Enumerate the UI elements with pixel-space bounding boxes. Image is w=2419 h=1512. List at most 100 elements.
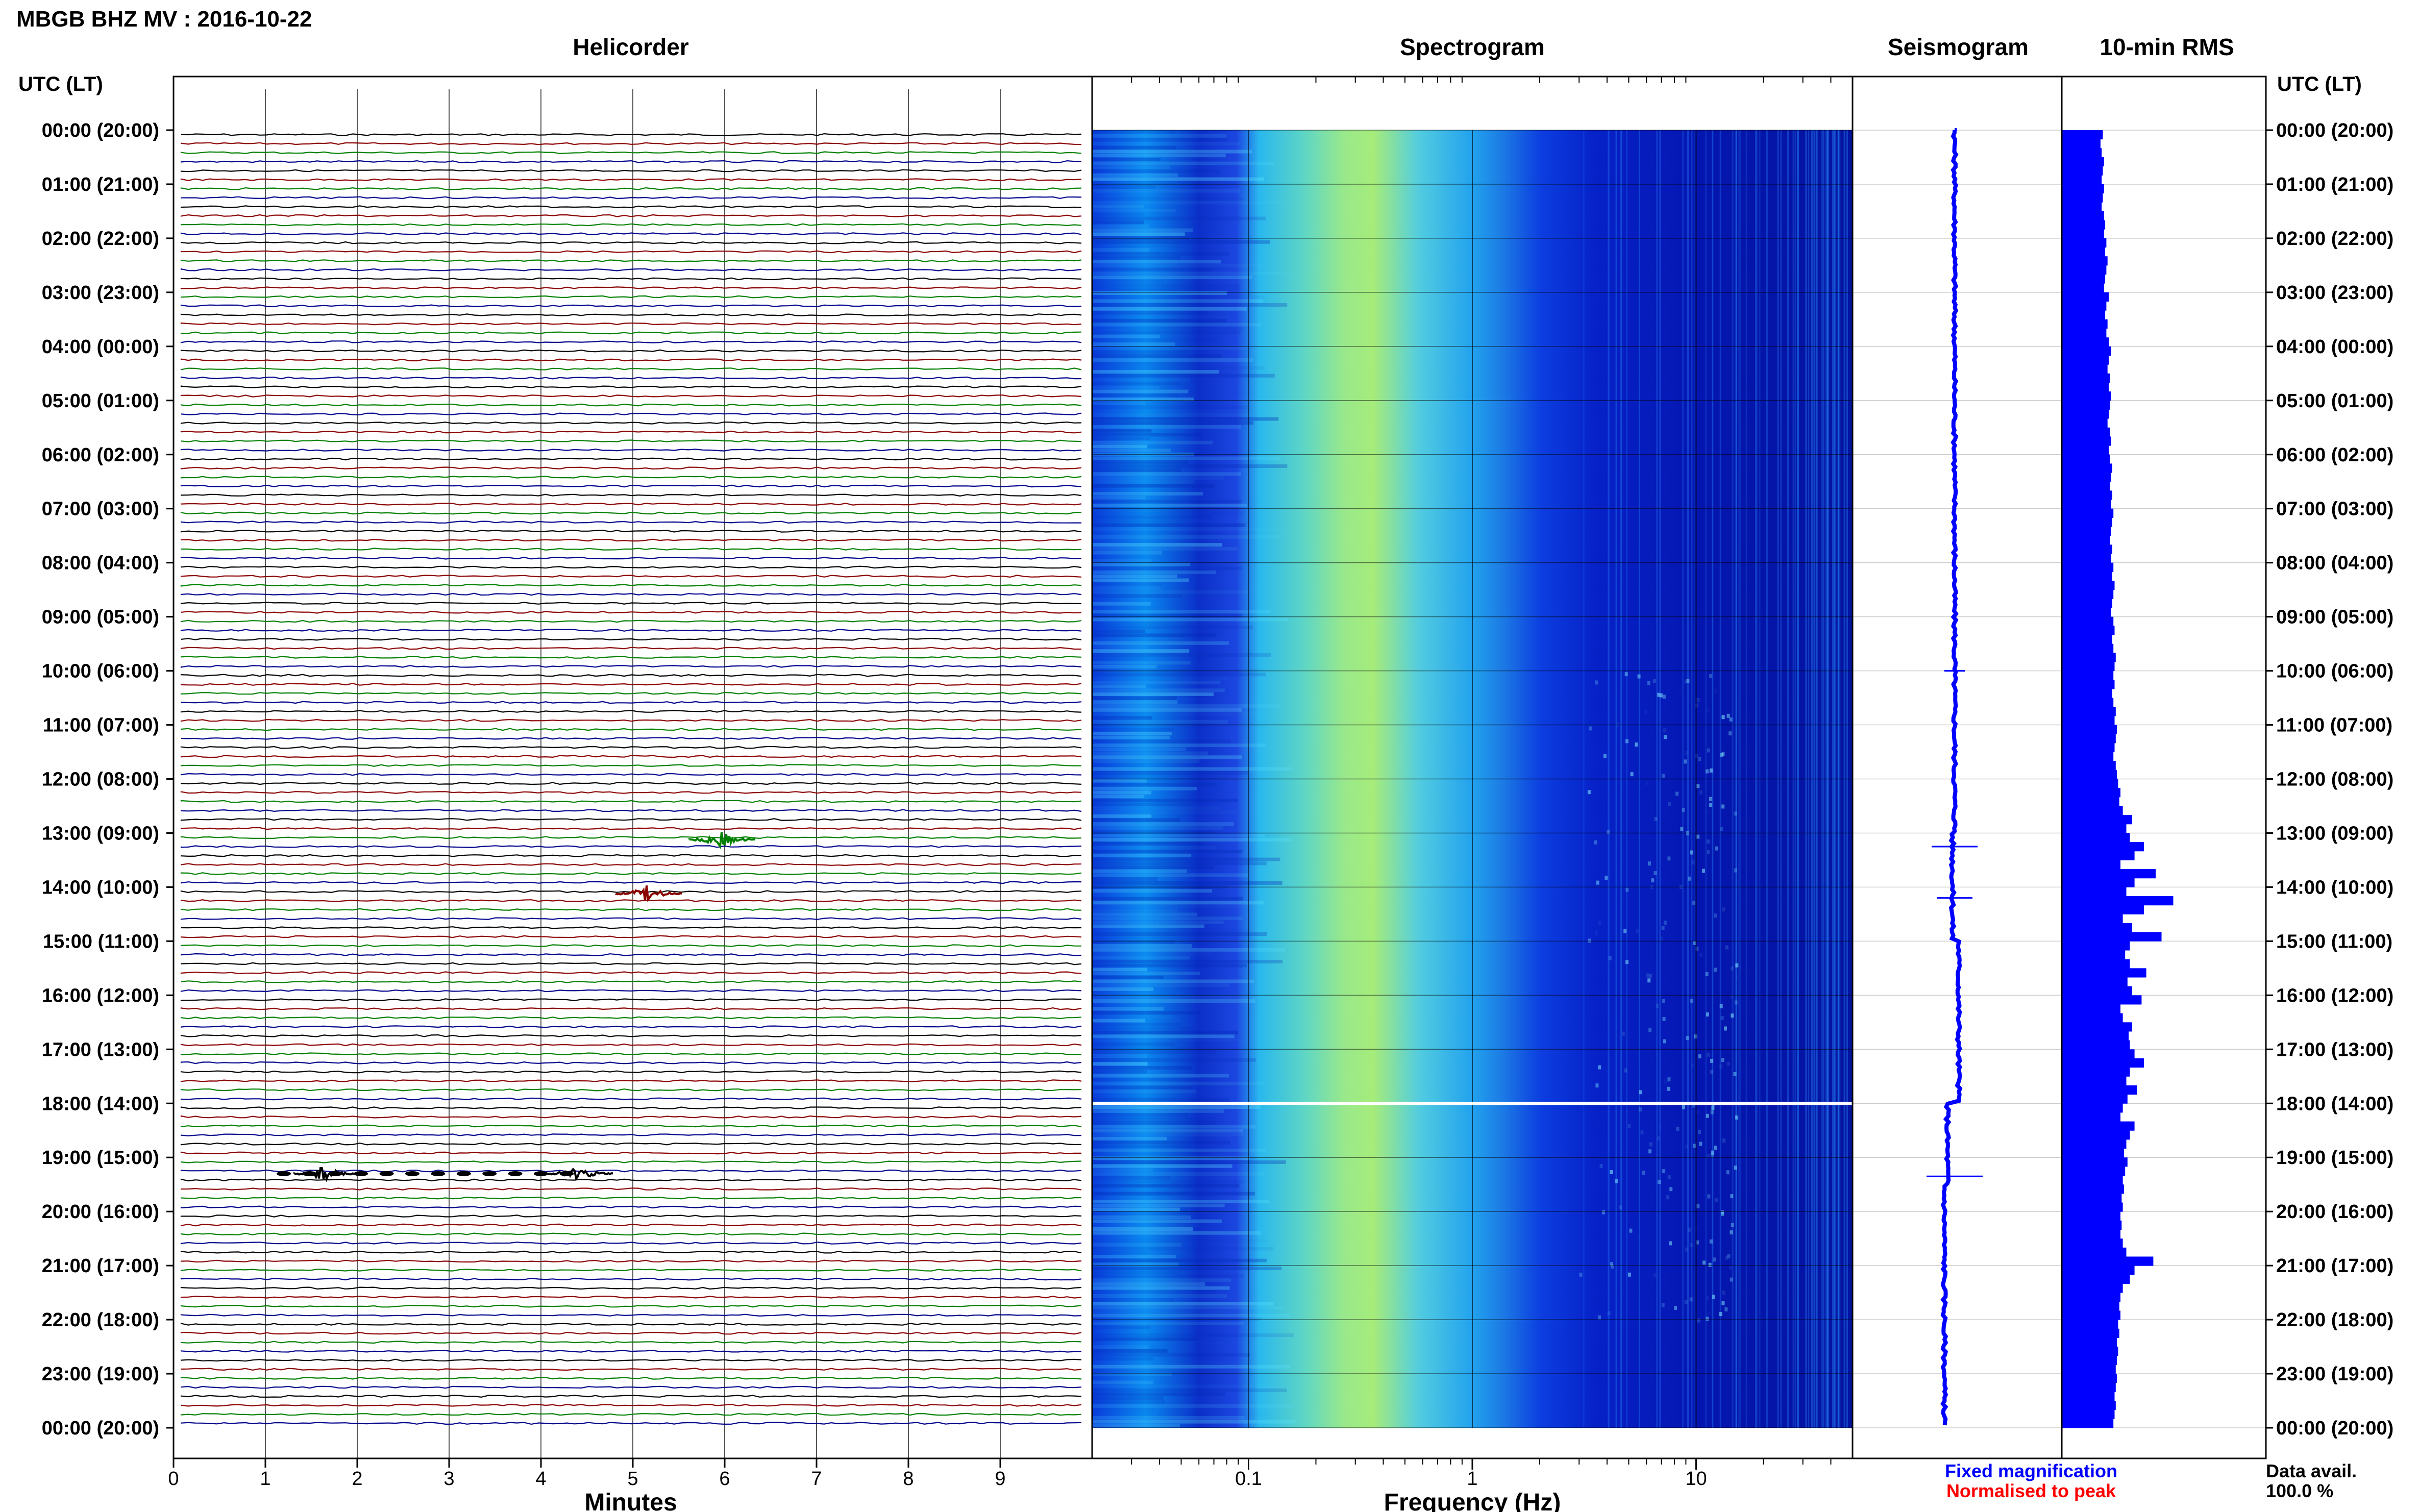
seismic-event xyxy=(688,832,756,850)
helicorder-trace xyxy=(180,422,1082,425)
spectrogram-band xyxy=(1092,232,1185,236)
spectrogram-band xyxy=(1092,617,1289,622)
spectrogram-speckle xyxy=(1619,1205,1622,1210)
helicorder-trace xyxy=(180,764,1082,767)
spectrogram-speckle xyxy=(1721,1210,1724,1214)
spectrogram-speckle xyxy=(1733,1072,1737,1077)
rms-bar xyxy=(2062,1320,2118,1329)
rms-bar xyxy=(2062,896,2174,906)
figure-title: MBGB BHZ MV : 2016-10-22 xyxy=(16,7,312,32)
spectrogram-band xyxy=(1092,1105,1261,1109)
spectrogram-band xyxy=(1092,307,1247,311)
spectrogram-band xyxy=(1092,704,1280,708)
spectrogram-speckle xyxy=(1656,1004,1659,1008)
spectrogram-band xyxy=(1092,995,1256,999)
minutes-tick-label: 1 xyxy=(260,1468,270,1490)
helicorder-trace xyxy=(180,358,1082,362)
spectrogram-speckle xyxy=(1649,1142,1652,1147)
helicorder-trace xyxy=(180,773,1082,776)
rms-bar xyxy=(2062,680,2115,689)
spectrogram-band xyxy=(1092,637,1223,641)
spectrogram-band xyxy=(1092,771,1248,775)
spectrogram-speckle xyxy=(1708,1262,1712,1267)
spectrogram-band xyxy=(1092,1247,1274,1251)
helicorder-trace xyxy=(180,791,1082,794)
helicorder-trace xyxy=(180,683,1082,686)
spectrogram-band xyxy=(1092,256,1181,260)
spectrogram-band xyxy=(1092,1089,1197,1094)
spectrogram-band xyxy=(1092,1125,1256,1129)
spectrogram-speckle xyxy=(1693,940,1696,945)
spectrogram-band xyxy=(1092,504,1247,508)
spectrogram-speckle xyxy=(1731,1223,1734,1227)
helicorder-trace xyxy=(180,989,1082,993)
rms-bar xyxy=(2062,752,2114,761)
spectrogram-band xyxy=(1092,673,1266,677)
helicorder-trace xyxy=(180,449,1082,452)
spectrogram-speckle xyxy=(1625,739,1629,743)
spectrogram-band xyxy=(1092,724,1265,728)
spectrogram-band xyxy=(1092,759,1200,763)
rms-bar xyxy=(2062,1401,2116,1410)
rms-bar xyxy=(2062,1392,2115,1401)
spectrogram-band xyxy=(1092,716,1152,720)
spectrogram-speckle xyxy=(1663,728,1666,732)
spectrogram-speckle xyxy=(1693,1144,1696,1148)
spectrogram-band xyxy=(1092,346,1247,350)
spectrogram-speckle xyxy=(1679,692,1682,697)
spectrogram-band xyxy=(1092,869,1188,873)
spectrogram-band xyxy=(1092,1306,1284,1310)
spectrogram-band xyxy=(1092,205,1144,209)
rms-bar xyxy=(2062,445,2109,455)
spectrogram-band xyxy=(1092,531,1227,535)
rms-bar xyxy=(2062,698,2114,707)
time-label-left: 07:00 (03:00) xyxy=(42,499,159,520)
helicorder-trace xyxy=(180,1259,1082,1263)
spectrogram-band xyxy=(1092,1200,1269,1204)
spectrogram-band xyxy=(1092,826,1224,830)
spectrogram-speckle xyxy=(1660,1088,1663,1093)
helicorder-trace xyxy=(181,637,1082,641)
spectrogram-speckle xyxy=(1680,827,1684,831)
spectrogram-band xyxy=(1092,488,1196,491)
seismic-event xyxy=(328,1171,342,1176)
rms-bar xyxy=(2062,1103,2123,1113)
spectrogram-speckle xyxy=(1696,698,1700,702)
spectrogram-speckle xyxy=(1707,748,1710,753)
rms-bar xyxy=(2062,1013,2123,1023)
seismic-event xyxy=(302,1171,317,1176)
time-label-left: 13:00 (09:00) xyxy=(42,823,159,844)
rms-bar xyxy=(2062,770,2117,779)
spectrogram-speckle xyxy=(1695,946,1699,951)
rms-bar xyxy=(2062,626,2115,635)
spectrogram-speckle xyxy=(1697,1130,1701,1134)
spectrogram-gap xyxy=(1092,1102,1853,1105)
spectrogram-band xyxy=(1092,814,1152,818)
helicorder-trace xyxy=(180,511,1082,515)
spectrogram-band xyxy=(1092,1133,1244,1137)
time-label-right: 16:00 (12:00) xyxy=(2276,985,2393,1006)
spectrogram-speckle xyxy=(1669,1187,1673,1192)
utc-label-right: UTC (LT) xyxy=(2277,73,2362,95)
helicorder-trace xyxy=(180,1106,1082,1109)
spectrogram-speckle xyxy=(1722,1138,1725,1143)
spectrogram-band xyxy=(1092,1408,1155,1412)
spectrogram-speckle xyxy=(1663,735,1667,739)
spectrogram-band xyxy=(1092,1325,1151,1329)
time-label-right: 00:00 (20:00) xyxy=(2276,120,2393,141)
time-label-right: 22:00 (18:00) xyxy=(2276,1309,2393,1331)
rms-bar xyxy=(2062,175,2102,185)
spectrogram-band xyxy=(1092,1042,1175,1046)
frequency-tick-label: 1 xyxy=(1467,1468,1477,1490)
spectrogram-speckle xyxy=(1623,929,1627,933)
helicorder-trace xyxy=(180,1142,1082,1146)
rms-bar xyxy=(2062,959,2130,969)
spectrogram-speckle xyxy=(1675,791,1679,796)
spectrogram-band xyxy=(1092,425,1241,429)
spectrogram-speckle xyxy=(1696,834,1700,839)
time-label-right: 11:00 (07:00) xyxy=(2276,715,2392,736)
spectrogram-band xyxy=(1092,366,1265,370)
spectrogram-band xyxy=(1092,311,1206,315)
spectrogram-band xyxy=(1092,853,1192,857)
helicorder-trace xyxy=(180,1187,1082,1191)
